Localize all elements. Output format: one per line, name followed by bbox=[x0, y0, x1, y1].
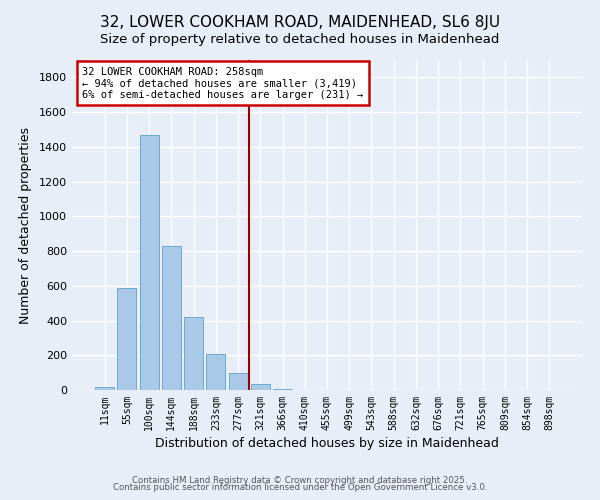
Bar bbox=[162, 246, 181, 390]
Bar bbox=[140, 134, 158, 390]
Bar bbox=[273, 389, 292, 390]
Text: Contains public sector information licensed under the Open Government Licence v3: Contains public sector information licen… bbox=[113, 484, 487, 492]
Bar bbox=[206, 354, 225, 390]
Text: 32, LOWER COOKHAM ROAD, MAIDENHEAD, SL6 8JU: 32, LOWER COOKHAM ROAD, MAIDENHEAD, SL6 … bbox=[100, 15, 500, 30]
Bar bbox=[229, 372, 248, 390]
Text: Size of property relative to detached houses in Maidenhead: Size of property relative to detached ho… bbox=[100, 32, 500, 46]
Bar bbox=[118, 288, 136, 390]
Text: Contains HM Land Registry data © Crown copyright and database right 2025.: Contains HM Land Registry data © Crown c… bbox=[132, 476, 468, 485]
X-axis label: Distribution of detached houses by size in Maidenhead: Distribution of detached houses by size … bbox=[155, 437, 499, 450]
Bar bbox=[184, 317, 203, 390]
Bar bbox=[95, 388, 114, 390]
Y-axis label: Number of detached properties: Number of detached properties bbox=[19, 126, 32, 324]
Text: 32 LOWER COOKHAM ROAD: 258sqm
← 94% of detached houses are smaller (3,419)
6% of: 32 LOWER COOKHAM ROAD: 258sqm ← 94% of d… bbox=[82, 66, 364, 100]
Bar bbox=[251, 384, 270, 390]
